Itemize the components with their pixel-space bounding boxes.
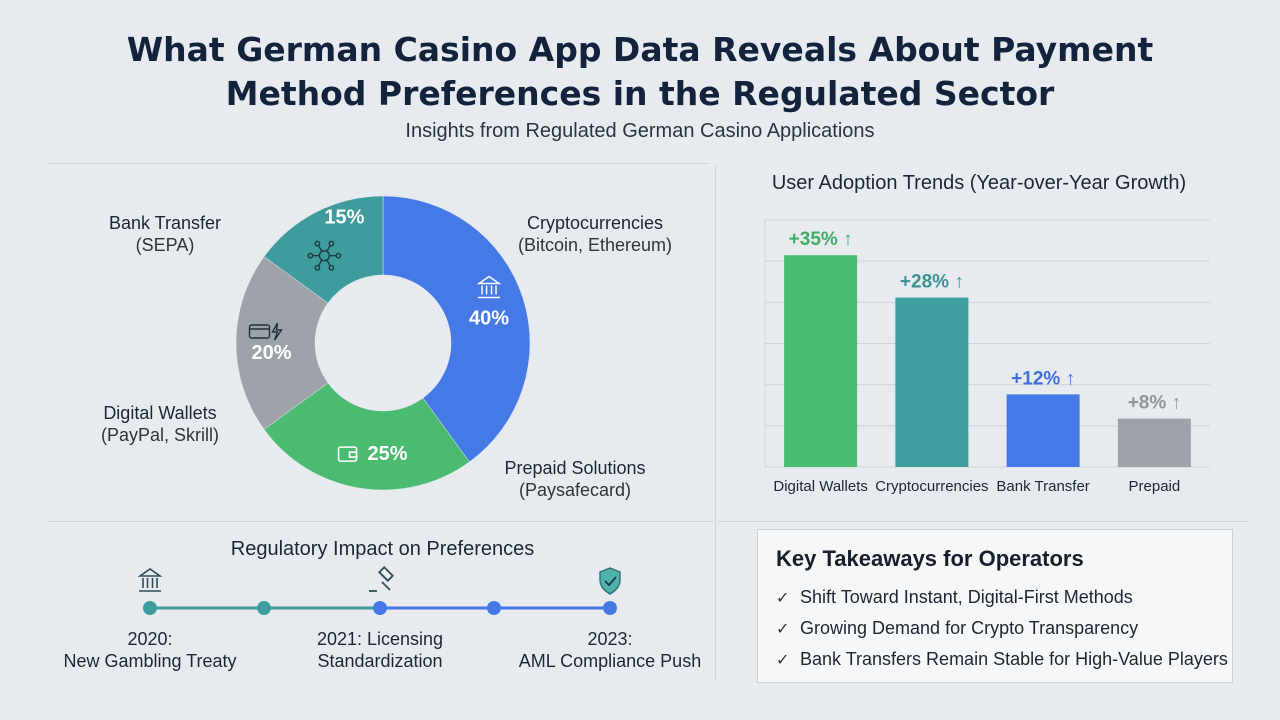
bar-value-label: +35% ↑ (789, 229, 853, 250)
slice-label-name: Cryptocurrencies (526, 213, 664, 233)
timeline-node (373, 601, 387, 615)
network-icon (307, 240, 342, 271)
timeline-event-year: 2020: (127, 629, 173, 649)
page-subtitle: Insights from Regulated German Casino Ap… (405, 120, 875, 142)
category-label: Cryptocurrencies (875, 478, 988, 495)
divider-mid-right (718, 521, 1248, 522)
slice-value-label: 25% (368, 443, 408, 465)
divider-top-left (48, 163, 708, 164)
timeline-event-year: 2021: Licensing (316, 629, 444, 649)
checkmark-icon: ✓ (776, 620, 790, 638)
checkmark-icon: ✓ (776, 651, 790, 669)
slice-label-name: Digital Wallets (103, 403, 217, 423)
category-label: Bank Transfer (996, 478, 1089, 495)
bar-cryptocurrencies (895, 297, 969, 467)
bar-digital-wallets (784, 255, 858, 467)
bar-chart: +35% ↑ Digital Wallets +28% ↑ Cryptocurrenc… (764, 219, 1210, 495)
card-icon (248, 322, 283, 341)
category-label: Prepaid (1129, 478, 1181, 495)
timeline-node (487, 601, 501, 615)
shield-check-icon (599, 567, 621, 595)
donut-slice-prepaid (263, 382, 470, 491)
list-item: ✓ Bank Transfers Remain Stable for High-… (776, 644, 1228, 675)
donut-slice-cryptocurrencies (382, 195, 531, 463)
divider-mid-left (48, 521, 713, 522)
timeline-event-text: AML Compliance Push (518, 651, 702, 671)
donut-label-bank-transfer: Bank Transfer (SEPA) (95, 212, 235, 256)
timeline-node (143, 601, 157, 615)
list-item: ✓ Growing Demand for Crypto Transparency (776, 613, 1228, 644)
divider-vertical (715, 166, 716, 681)
timeline-event-text: New Gambling Treaty (63, 651, 237, 671)
takeaway-text: Bank Transfers Remain Stable for High-Va… (800, 649, 1228, 669)
timeline-event-2023: 2023: AML Compliance Push (510, 628, 710, 672)
donut-label-digital-wallets: Digital Wallets (PayPal, Skrill) (80, 402, 240, 446)
donut-slice-digital-wallets (235, 256, 329, 430)
bar-bank-transfer (1006, 394, 1080, 467)
title-line-2: Method Preferences in the Regulated Sect… (225, 74, 1055, 113)
slice-value-label: 40% (469, 308, 509, 330)
bank-icon (476, 275, 502, 299)
key-takeaways-list: ✓ Shift Toward Instant, Digital-First Me… (776, 582, 1228, 675)
donut-label-cryptocurrencies: Cryptocurrencies (Bitcoin, Ethereum) (505, 212, 685, 256)
bar-value-label: +28% ↑ (900, 272, 964, 293)
page-title: What German Casino App Data Reveals Abou… (0, 28, 1280, 116)
regulatory-timeline (137, 565, 621, 615)
bar-chart-title: User Adoption Trends (Year-over-Year Gro… (771, 172, 1187, 194)
slice-label-name: Bank Transfer (108, 213, 222, 233)
timeline-event-text: Standardization (317, 651, 443, 671)
donut-label-prepaid-solutions: Prepaid Solutions (Paysafecard) (490, 457, 660, 501)
slice-label-name: Prepaid Solutions (504, 458, 646, 478)
slice-value-label: 20% (251, 342, 291, 364)
slice-label-detail: (Paysafecard) (518, 480, 632, 500)
takeaway-text: Growing Demand for Crypto Transparency (800, 618, 1139, 638)
timeline-event-year: 2023: (587, 629, 633, 649)
donut-slice-bank-transfer (263, 195, 384, 304)
slice-label-detail: (Bitcoin, Ethereum) (517, 235, 673, 255)
gavel-icon (369, 565, 395, 592)
title-line-1: What German Casino App Data Reveals Abou… (126, 30, 1154, 69)
timeline-event-2021: 2021: Licensing Standardization (300, 628, 460, 672)
bar-value-label: +12% ↑ (1011, 368, 1075, 389)
key-takeaways-panel: Key Takeaways for Operators ✓ Shift Towa… (757, 529, 1233, 683)
donut-chart: 40% 25% 20% 15% (235, 195, 531, 491)
slice-label-detail: (PayPal, Skrill) (100, 425, 220, 445)
list-item: ✓ Shift Toward Instant, Digital-First Me… (776, 582, 1228, 613)
key-takeaways-title: Key Takeaways for Operators (776, 546, 1084, 571)
timeline-event-2020: 2020: New Gambling Treaty (50, 628, 250, 672)
checkmark-icon: ✓ (776, 589, 790, 607)
timeline-node (603, 601, 617, 615)
timeline-node (257, 601, 271, 615)
slice-value-label: 15% (324, 207, 364, 229)
wallet-icon (337, 446, 358, 462)
takeaway-text: Shift Toward Instant, Digital-First Meth… (800, 587, 1133, 607)
regulatory-title: Regulatory Impact on Preferences (230, 538, 535, 560)
bar-value-label: +8% ↑ (1128, 393, 1181, 414)
category-label: Digital Wallets (773, 478, 867, 495)
slice-label-detail: (SEPA) (135, 235, 195, 255)
bar-prepaid (1117, 418, 1191, 467)
bank-icon (137, 568, 163, 592)
